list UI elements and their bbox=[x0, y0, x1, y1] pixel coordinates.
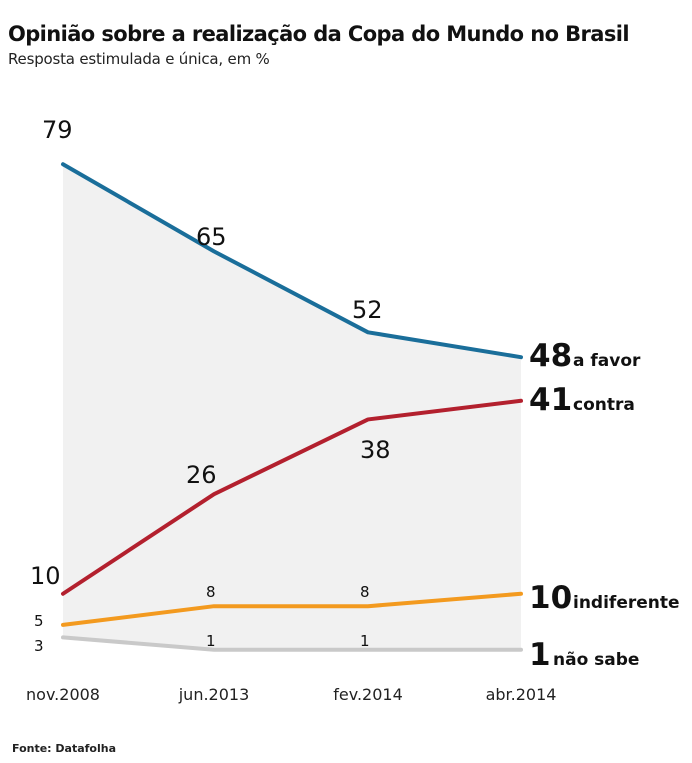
series-line-nao-sabe bbox=[61, 635, 523, 652]
end-value-contra: 41 bbox=[529, 382, 572, 418]
data-label-a-favor-3: 52 bbox=[352, 296, 383, 324]
data-label-indiferente-1: 5 bbox=[34, 612, 44, 630]
x-tick-label-3: fev.2014 bbox=[333, 685, 403, 704]
series-label-a-favor: a favor bbox=[573, 351, 641, 371]
data-label-a-favor-1: 79 bbox=[42, 116, 73, 144]
data-label-a-favor-2: 65 bbox=[196, 223, 227, 251]
series-line-indiferente bbox=[61, 591, 523, 627]
data-label-nao-sabe-3: 1 bbox=[360, 632, 370, 650]
shaded-area bbox=[63, 164, 521, 650]
data-label-indiferente-3: 8 bbox=[360, 583, 370, 601]
end-value-indiferente: 10 bbox=[529, 580, 572, 616]
series-lines-layer bbox=[61, 162, 523, 652]
chart-subtitle: Resposta estimulada e única, em % bbox=[8, 50, 270, 68]
end-value-nao-sabe: 1 bbox=[529, 637, 551, 673]
x-tick-label-4: abr.2014 bbox=[486, 685, 557, 704]
series-label-nao-sabe: não sabe bbox=[553, 650, 639, 670]
data-label-indiferente-2: 8 bbox=[206, 583, 216, 601]
series-label-contra: contra bbox=[573, 395, 635, 415]
x-axis: nov.2008 jun.2013 fev.2014 abr.2014 bbox=[26, 685, 556, 704]
chart-title: Opinião sobre a realização da Copa do Mu… bbox=[8, 22, 630, 46]
series-line-a-favor bbox=[61, 162, 523, 360]
x-tick-label-1: nov.2008 bbox=[26, 685, 100, 704]
data-label-contra-2: 26 bbox=[186, 461, 217, 489]
data-label-nao-sabe-2: 1 bbox=[206, 632, 216, 650]
x-tick-label-2: jun.2013 bbox=[178, 685, 250, 704]
data-label-nao-sabe-1: 3 bbox=[34, 637, 44, 655]
source-note: Fonte: Datafolha bbox=[12, 742, 117, 755]
data-label-contra-1: 10 bbox=[30, 562, 61, 590]
series-line-contra bbox=[61, 398, 523, 596]
series-label-indiferente: indiferente bbox=[573, 593, 680, 613]
data-label-contra-3: 38 bbox=[360, 436, 391, 464]
shaded-area-layer bbox=[63, 164, 521, 650]
end-value-a-favor: 48 bbox=[529, 338, 572, 374]
